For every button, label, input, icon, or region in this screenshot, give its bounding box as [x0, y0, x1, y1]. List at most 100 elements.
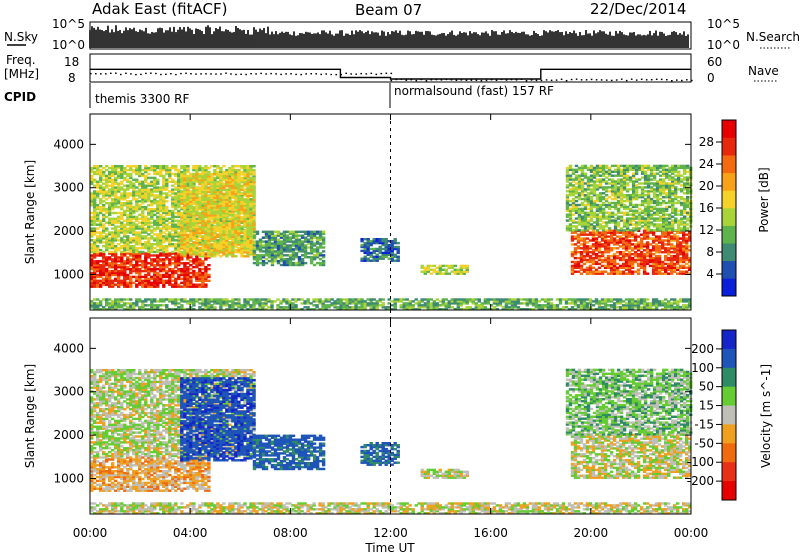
range-cell: [138, 306, 141, 308]
range-cell: [132, 222, 135, 224]
range-cell: [123, 298, 126, 300]
range-cell: [231, 298, 234, 300]
range-cell: [222, 175, 225, 177]
range-cell: [388, 258, 391, 260]
range-cell: [147, 266, 150, 268]
range-cell: [96, 181, 99, 183]
range-cell: [174, 224, 177, 226]
range-cell: [138, 222, 141, 224]
range-cell: [150, 208, 153, 210]
range-cell: [295, 262, 298, 264]
range-cell: [213, 181, 216, 183]
range-cell: [105, 268, 108, 270]
range-cell: [150, 181, 153, 183]
range-cell: [126, 306, 129, 308]
nave-point: [471, 80, 473, 81]
range-cell: [99, 185, 102, 187]
range-cell: [210, 195, 213, 197]
range-cell: [649, 302, 652, 304]
range-cell: [382, 252, 385, 254]
range-cell: [448, 300, 451, 302]
range-cell: [198, 306, 201, 308]
range-cell: [607, 298, 610, 300]
range-cell: [96, 224, 99, 226]
range-cell: [147, 173, 150, 175]
range-cell: [210, 201, 213, 203]
nave-point: [320, 74, 322, 75]
nave-point: [441, 79, 443, 80]
range-cell: [580, 298, 583, 300]
range-cell: [216, 216, 219, 218]
range-cell: [216, 183, 219, 185]
nave-point: [175, 74, 177, 75]
range-cell: [150, 229, 153, 231]
range-cell: [475, 302, 478, 304]
range-cell: [225, 222, 228, 224]
range-cell: [237, 173, 240, 175]
nave-point: [270, 73, 272, 74]
range-cell: [168, 225, 171, 227]
range-cell: [289, 254, 292, 256]
range-cell: [391, 304, 394, 306]
range-cell: [265, 231, 268, 233]
range-cell: [129, 181, 132, 183]
nave-point: [240, 74, 242, 75]
range-cell: [156, 179, 159, 181]
range-cell: [274, 235, 277, 237]
range-cell: [186, 234, 189, 236]
range-cell: [204, 220, 207, 222]
range-cell: [207, 179, 210, 181]
range-cell: [322, 237, 325, 239]
range-cell: [180, 278, 183, 280]
nave-point: [541, 80, 543, 81]
range-cell: [210, 173, 213, 175]
range-cell: [300, 302, 303, 304]
range-cell: [228, 304, 231, 306]
range-cell: [138, 214, 141, 216]
nave-point: [556, 79, 558, 80]
range-cell: [234, 255, 237, 257]
nave-point: [195, 73, 197, 74]
nave-point: [671, 80, 673, 81]
range-cell: [99, 206, 102, 208]
range-cell: [198, 197, 201, 199]
range-cell: [661, 300, 664, 302]
range-cell: [231, 220, 234, 222]
range-cell: [222, 197, 225, 199]
range-cell: [282, 298, 285, 300]
nave-point: [115, 73, 117, 74]
nave-point: [310, 73, 312, 74]
range-cell: [313, 248, 316, 250]
range-cell: [253, 231, 256, 233]
nave-point: [686, 79, 688, 80]
range-cell: [240, 216, 243, 218]
range-cell: [135, 165, 138, 167]
range-cell: [271, 231, 274, 233]
range-cell: [295, 252, 298, 254]
range-cell: [147, 262, 150, 264]
range-cell: [225, 181, 228, 183]
range-cell: [268, 231, 271, 233]
range-cell: [108, 298, 111, 300]
range-cell: [180, 171, 183, 173]
nave-point: [456, 80, 458, 81]
range-cell: [249, 251, 252, 253]
range-cell: [316, 237, 319, 239]
range-cell: [141, 243, 144, 245]
nave-point: [90, 73, 92, 74]
range-cell: [376, 248, 379, 250]
range-cell: [102, 183, 105, 185]
range-cell: [120, 245, 123, 247]
range-cell: [216, 203, 219, 205]
range-cell: [207, 264, 210, 266]
range-cell: [90, 216, 93, 218]
range-cell: [129, 192, 132, 194]
range-cell: [436, 298, 439, 300]
range-cell: [117, 243, 120, 245]
nsky-left-tick-bottom: 10^0: [52, 38, 85, 52]
range-cell: [204, 195, 207, 197]
range-cell: [424, 298, 427, 300]
range-cell: [213, 298, 216, 300]
range-cell: [682, 304, 685, 306]
range-cell: [382, 248, 385, 250]
